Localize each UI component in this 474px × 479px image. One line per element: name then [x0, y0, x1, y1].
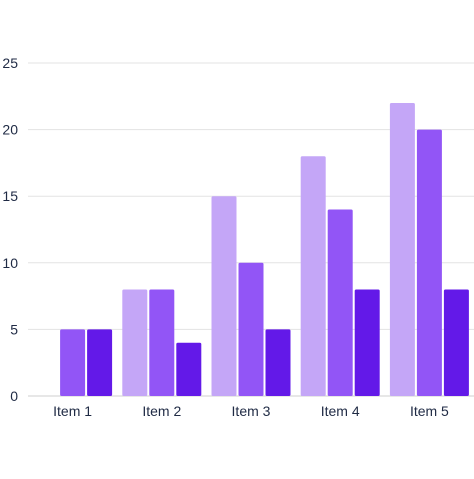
bar	[149, 289, 175, 396]
bar	[265, 329, 291, 396]
bar	[60, 329, 86, 396]
y-tick-label: 0	[10, 388, 18, 404]
bar	[211, 196, 237, 396]
bar	[122, 289, 148, 396]
y-axis-ticks: 0 5 10 15 20 25	[2, 55, 18, 404]
bar	[327, 209, 353, 396]
x-tick-label: Item 1	[53, 403, 92, 419]
y-tick-label: 5	[10, 321, 18, 337]
y-tick-label: 20	[2, 122, 18, 138]
x-tick-label: Item 4	[321, 403, 360, 419]
x-axis-ticks: Item 1 Item 2 Item 3 Item 4 Item 5	[53, 403, 449, 419]
y-tick-label: 25	[2, 55, 18, 71]
y-tick-label: 10	[2, 255, 18, 271]
bar	[238, 262, 264, 396]
bar	[300, 156, 326, 396]
x-tick-label: Item 2	[142, 403, 181, 419]
bar	[443, 289, 469, 396]
bar	[416, 129, 442, 396]
y-tick-label: 15	[2, 188, 18, 204]
bar	[87, 329, 113, 396]
x-tick-label: Item 3	[232, 403, 271, 419]
bar	[354, 289, 380, 396]
bars	[60, 102, 469, 397]
bar	[176, 342, 202, 396]
x-tick-label: Item 5	[410, 403, 449, 419]
bar	[389, 102, 415, 397]
